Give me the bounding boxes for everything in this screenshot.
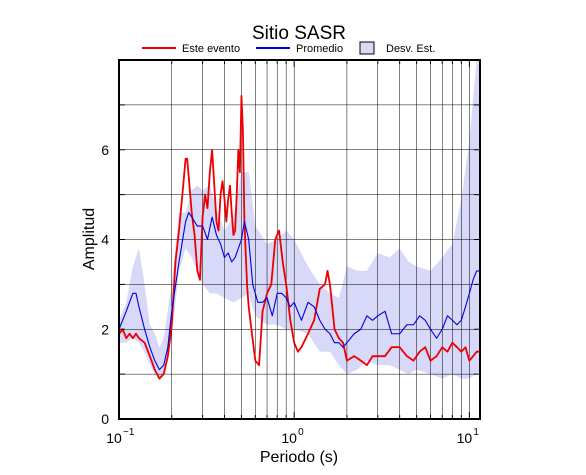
y-tick-label: 2 — [101, 321, 109, 337]
x-tick-label: 10 — [281, 430, 297, 446]
legend-label: Promedio — [296, 43, 343, 55]
legend-label: Este evento — [182, 43, 240, 55]
std-band — [119, 60, 480, 379]
legend-label: Desv. Est. — [386, 43, 435, 55]
series-layer — [119, 95, 480, 380]
series-line-este-evento — [119, 95, 480, 380]
x-tick-label: 10 — [457, 430, 473, 446]
std-band-layer — [119, 60, 480, 379]
x-axis-label: Periodo (s) — [260, 449, 338, 466]
y-tick-label: 4 — [101, 232, 109, 248]
y-tick-label: 0 — [101, 411, 109, 427]
legend-swatch — [359, 41, 375, 55]
y-tick-label: 6 — [101, 142, 109, 158]
x-tick-label: 10 — [106, 430, 122, 446]
series-line-promedio — [119, 212, 480, 371]
x-tick-label-exponent: 1 — [473, 427, 479, 438]
legend: Este evento Promedio Desv. Est. — [142, 41, 435, 55]
chart-title: Sitio SASR — [252, 23, 346, 44]
x-tick-label-exponent: 0 — [298, 427, 304, 438]
x-tick-label-exponent: −1 — [123, 427, 135, 438]
y-axis-label: Amplitud — [81, 208, 98, 270]
